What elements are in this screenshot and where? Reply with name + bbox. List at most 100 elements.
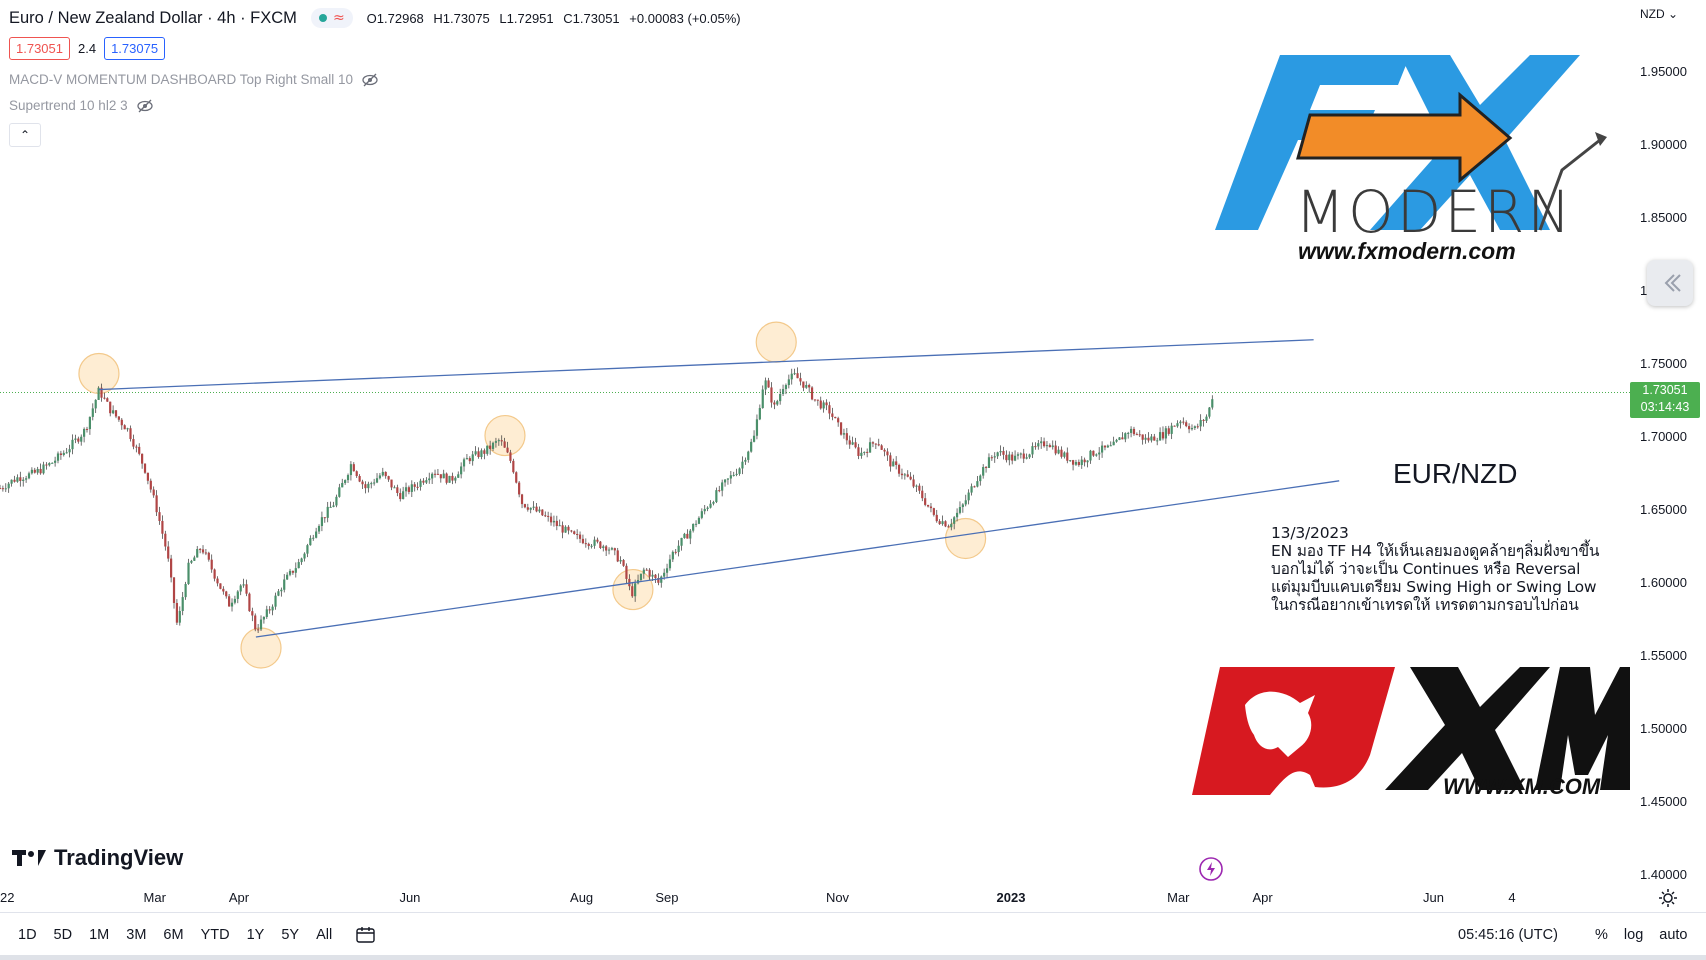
range-1y-button[interactable]: 1Y bbox=[246, 926, 265, 943]
candle-body bbox=[819, 400, 822, 409]
candle-body bbox=[317, 526, 321, 532]
candle-body bbox=[776, 401, 779, 405]
candle-body bbox=[213, 569, 216, 579]
candle-body bbox=[312, 537, 315, 539]
candle-body bbox=[288, 570, 292, 575]
candle-body bbox=[36, 468, 39, 473]
candle-body bbox=[1034, 446, 1037, 448]
candle-body bbox=[671, 551, 674, 560]
candle-body bbox=[402, 491, 405, 500]
range-all-button[interactable]: All bbox=[316, 926, 333, 943]
currency-selector[interactable]: NZD ⌄ bbox=[1640, 7, 1679, 21]
candle-body bbox=[1103, 445, 1107, 448]
candle-body bbox=[1121, 437, 1124, 440]
candle-body bbox=[16, 477, 19, 482]
range-6m-button[interactable]: 6M bbox=[163, 926, 184, 943]
candle-body bbox=[1115, 439, 1118, 442]
hidden-eye-icon[interactable] bbox=[136, 99, 154, 113]
candle-body bbox=[1045, 445, 1049, 447]
candle-body bbox=[834, 416, 837, 419]
fx-logo-wordmark: MODERN bbox=[1295, 178, 1574, 246]
candle-body bbox=[1129, 428, 1133, 433]
note-line: EN มอง TF H4 ให้เห็นเลยมองดูคล้ายๆลิ่มฝั… bbox=[1271, 542, 1600, 560]
time-tick-label: Jun bbox=[1423, 890, 1444, 905]
price-tick-label: 1.55000 bbox=[1640, 648, 1687, 663]
candle-body bbox=[950, 523, 953, 528]
candle-body bbox=[1002, 451, 1005, 455]
auto-scale-toggle[interactable]: auto bbox=[1659, 926, 1688, 943]
candle-body bbox=[126, 428, 129, 430]
candle-body bbox=[880, 445, 883, 450]
sell-price-button[interactable]: 1.73051 bbox=[9, 37, 70, 60]
candle-body bbox=[373, 482, 376, 484]
candle-body bbox=[436, 473, 440, 475]
range-1m-button[interactable]: 1M bbox=[89, 926, 110, 943]
lightning-event-icon[interactable] bbox=[1198, 856, 1224, 882]
candle-body bbox=[1025, 457, 1028, 459]
candle-body bbox=[1132, 428, 1136, 435]
candle-body bbox=[857, 447, 860, 456]
candle-body bbox=[613, 548, 616, 551]
candle-body bbox=[631, 586, 634, 597]
candle-body bbox=[697, 517, 701, 524]
candle-body bbox=[259, 619, 263, 630]
range-5y-button[interactable]: 5Y bbox=[281, 926, 300, 943]
gear-icon[interactable] bbox=[1656, 888, 1680, 908]
candle-body bbox=[338, 487, 341, 497]
candle-body bbox=[567, 526, 570, 531]
candle-body bbox=[431, 473, 434, 479]
hidden-eye-icon[interactable] bbox=[361, 73, 379, 87]
candle-body bbox=[1153, 436, 1156, 441]
candle-body bbox=[549, 516, 553, 523]
market-status[interactable]: ≈ bbox=[310, 8, 353, 28]
candle-body bbox=[442, 473, 445, 479]
percent-scale-toggle[interactable]: % bbox=[1595, 926, 1608, 943]
candle-body bbox=[926, 504, 930, 507]
candle-body bbox=[1016, 454, 1020, 456]
candle-body bbox=[233, 598, 237, 603]
price-chart[interactable] bbox=[0, 0, 1706, 912]
candle-body bbox=[39, 468, 42, 474]
candle-body bbox=[1086, 460, 1089, 463]
candle-body bbox=[91, 408, 94, 417]
candle-body bbox=[657, 578, 660, 583]
range-1d-button[interactable]: 1D bbox=[18, 926, 37, 943]
candle-body bbox=[1083, 459, 1086, 463]
candle-body bbox=[10, 479, 13, 484]
candle-body bbox=[764, 380, 767, 390]
candle-body bbox=[868, 442, 872, 453]
candle-body bbox=[686, 533, 689, 539]
range-3m-button[interactable]: 3M bbox=[126, 926, 147, 943]
candle-body bbox=[277, 591, 280, 596]
candle-body bbox=[242, 584, 245, 586]
indicator-supertrend[interactable]: Supertrend 10 hl2 3 bbox=[9, 98, 154, 113]
buy-price-button[interactable]: 1.73075 bbox=[104, 37, 166, 60]
candle-body bbox=[581, 538, 585, 544]
xm-logo-icon bbox=[1192, 667, 1630, 795]
candle-body bbox=[344, 480, 347, 483]
candle-body bbox=[593, 539, 596, 546]
candle-body bbox=[413, 484, 416, 487]
indicator-macd[interactable]: MACD-V MOMENTUM DASHBOARD Top Right Smal… bbox=[9, 72, 379, 87]
candle-body bbox=[1089, 450, 1092, 461]
collapse-indicators-button[interactable]: ⌃ bbox=[9, 123, 41, 147]
candle-body bbox=[236, 591, 239, 599]
range-ytd-button[interactable]: YTD bbox=[200, 926, 230, 943]
candle-body bbox=[1092, 450, 1095, 456]
candle-body bbox=[726, 478, 730, 480]
candle-body bbox=[634, 583, 637, 597]
calendar-icon[interactable] bbox=[356, 926, 376, 943]
symbol-title[interactable]: Euro / New Zealand Dollar · 4h · FXCM bbox=[9, 8, 297, 27]
candle-body bbox=[152, 489, 155, 496]
candle-body bbox=[790, 373, 793, 380]
candle-body bbox=[1031, 446, 1034, 455]
log-scale-toggle[interactable]: log bbox=[1623, 926, 1644, 943]
scroll-to-latest-button[interactable] bbox=[1647, 260, 1693, 306]
utc-clock[interactable]: 05:45:16 (UTC) bbox=[1458, 926, 1558, 943]
range-5d-button[interactable]: 5D bbox=[53, 926, 73, 943]
candle-body bbox=[787, 379, 790, 386]
candle-body bbox=[906, 474, 909, 477]
candle-body bbox=[1071, 460, 1075, 465]
candle-body bbox=[433, 473, 437, 475]
candle-body bbox=[590, 545, 593, 547]
